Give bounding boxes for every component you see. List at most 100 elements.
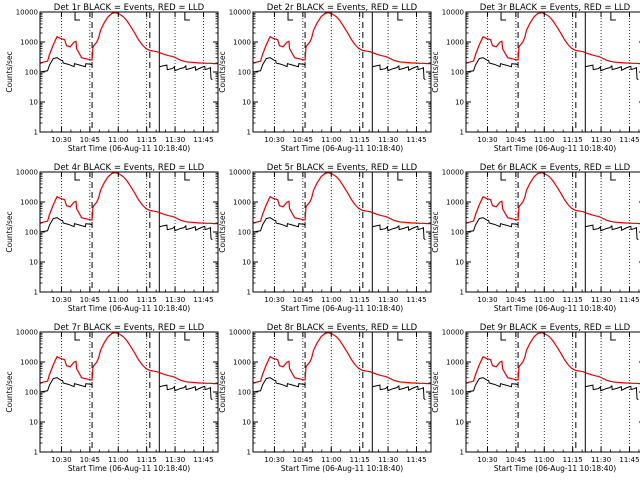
saa-marker: [397, 172, 403, 181]
events-series-line: [252, 57, 306, 73]
chart-panel-1: Det 1r BLACK = Events, RED = LLD 1 10 100 10…: [5, 3, 219, 153]
y-tick-label: 1: [34, 449, 38, 457]
lld-series-line: [39, 332, 218, 385]
saa-marker: [397, 332, 403, 341]
lld-series-line: [465, 332, 640, 385]
panel-title: Det 3r BLACK = Events, RED = LLD: [480, 3, 631, 13]
x-tick-label: 11:15: [137, 456, 157, 464]
events-series-line: [39, 57, 93, 73]
x-axis-label: Start Time (06-Aug-11 10:18:40): [281, 144, 403, 153]
y-tick-label: 100: [238, 389, 251, 397]
x-tick-label: 10:45: [80, 136, 100, 144]
y-tick-label: 10000: [229, 169, 251, 177]
x-tick-label: 11:00: [321, 296, 341, 304]
x-tick-label: 10:45: [506, 136, 526, 144]
x-tick-label: 10:45: [506, 296, 526, 304]
panel-title: Det 7r BLACK = Events, RED = LLD: [54, 323, 205, 333]
saa-marker: [287, 12, 294, 21]
y-tick-label: 10: [242, 99, 251, 107]
x-tick-label: 11:30: [378, 456, 398, 464]
x-tick-label: 11:00: [321, 456, 341, 464]
saa-marker: [610, 172, 616, 181]
panel-title: Det 9r BLACK = Events, RED = LLD: [480, 323, 631, 333]
y-axis-label: Counts/sec: [431, 371, 440, 412]
events-series-line: [252, 377, 306, 393]
x-tick-label: 11:00: [534, 136, 554, 144]
events-series-line: [465, 377, 519, 393]
x-tick-label: 10:30: [264, 136, 284, 144]
y-tick-label: 1: [460, 449, 464, 457]
x-tick-label: 11:30: [378, 296, 398, 304]
y-tick-label: 10: [29, 259, 38, 267]
y-tick-label: 10: [242, 419, 251, 427]
y-tick-label: 1000: [20, 39, 38, 47]
x-tick-label: 11:15: [563, 296, 583, 304]
x-tick-label: 10:30: [264, 296, 284, 304]
x-tick-label: 11:30: [165, 456, 185, 464]
events-series-line: [39, 377, 93, 393]
y-tick-label: 1000: [446, 199, 464, 207]
saa-marker: [610, 332, 616, 341]
x-tick-label: 11:00: [108, 296, 128, 304]
events-series-line: [585, 384, 639, 401]
y-tick-label: 1: [34, 129, 38, 137]
x-tick-label: 11:30: [378, 136, 398, 144]
y-tick-label: 1000: [20, 199, 38, 207]
y-tick-label: 100: [451, 389, 464, 397]
y-tick-label: 100: [25, 389, 38, 397]
plot-frame: [465, 171, 640, 293]
panel-title: Det 4r BLACK = Events, RED = LLD: [54, 163, 205, 173]
y-tick-label: 1000: [233, 199, 251, 207]
plot-frame: [252, 331, 432, 453]
y-tick-label: 10000: [16, 169, 38, 177]
plot-frame: [252, 11, 432, 133]
saa-marker: [184, 12, 190, 21]
x-tick-label: 11:00: [534, 296, 554, 304]
chart-panel-3: Det 3r BLACK = Events, RED = LLD 1 10 100 10…: [431, 3, 640, 153]
x-tick-label: 10:30: [264, 456, 284, 464]
x-tick-label: 11:15: [350, 456, 370, 464]
y-tick-label: 100: [451, 229, 464, 237]
events-series-line: [159, 224, 213, 241]
x-tick-label: 10:30: [51, 296, 71, 304]
x-axis-label: Start Time (06-Aug-11 10:18:40): [68, 144, 190, 153]
saa-marker: [74, 172, 81, 181]
x-tick-label: 11:45: [619, 296, 639, 304]
x-tick-label: 10:30: [477, 296, 497, 304]
lld-series-line: [39, 12, 218, 65]
panel-title: Det 1r BLACK = Events, RED = LLD: [54, 3, 205, 13]
x-tick-label: 10:45: [293, 456, 313, 464]
panel-title: Det 2r BLACK = Events, RED = LLD: [267, 3, 418, 13]
chart-panel-4: Det 4r BLACK = Events, RED = LLD 1 10 100 10…: [5, 163, 219, 313]
y-tick-label: 10: [242, 259, 251, 267]
events-series-line: [465, 57, 519, 73]
saa-marker: [610, 12, 616, 21]
y-axis-label: Counts/sec: [218, 51, 227, 92]
saa-marker: [184, 332, 190, 341]
panel-title: Det 5r BLACK = Events, RED = LLD: [267, 163, 418, 173]
x-tick-label: 11:15: [563, 136, 583, 144]
x-axis-label: Start Time (06-Aug-11 10:18:40): [281, 464, 403, 473]
x-axis-label: Start Time (06-Aug-11 10:18:40): [494, 144, 616, 153]
x-tick-label: 11:45: [193, 456, 213, 464]
events-series-line: [159, 64, 213, 81]
plot-frame: [465, 11, 640, 133]
x-tick-label: 10:45: [80, 456, 100, 464]
chart-panel-6: Det 6r BLACK = Events, RED = LLD 1 10 100 10…: [431, 163, 640, 313]
x-tick-label: 11:45: [619, 136, 639, 144]
events-series-line: [39, 217, 93, 233]
x-axis-label: Start Time (06-Aug-11 10:18:40): [494, 464, 616, 473]
y-tick-label: 100: [238, 69, 251, 77]
x-tick-label: 10:30: [51, 136, 71, 144]
chart-panel-2: Det 2r BLACK = Events, RED = LLD 1 10 100 10…: [218, 3, 432, 153]
x-tick-label: 11:15: [563, 456, 583, 464]
x-tick-label: 11:00: [108, 136, 128, 144]
x-tick-label: 11:15: [350, 296, 370, 304]
events-series-line: [372, 64, 426, 81]
y-axis-label: Counts/sec: [5, 211, 14, 252]
x-tick-label: 10:45: [80, 296, 100, 304]
x-axis-label: Start Time (06-Aug-11 10:18:40): [281, 304, 403, 313]
events-series-line: [585, 224, 639, 241]
chart-panel-9: Det 9r BLACK = Events, RED = LLD 1 10 100 10…: [431, 323, 640, 473]
x-tick-label: 11:30: [165, 136, 185, 144]
